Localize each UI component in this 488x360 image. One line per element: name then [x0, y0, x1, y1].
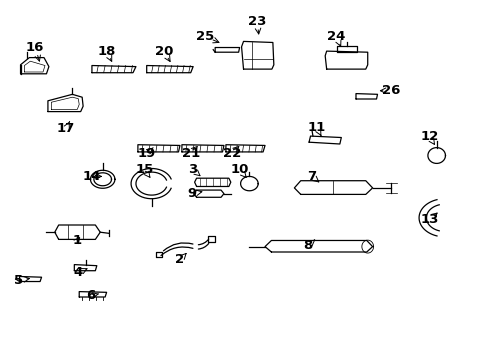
Text: 23: 23 [247, 15, 266, 28]
Text: 25: 25 [196, 30, 214, 43]
Text: 10: 10 [230, 163, 248, 176]
Text: 19: 19 [137, 147, 156, 159]
Text: 22: 22 [222, 147, 241, 159]
Text: 4: 4 [74, 266, 82, 279]
Text: 2: 2 [175, 253, 184, 266]
Text: 9: 9 [187, 187, 196, 200]
Text: 5: 5 [14, 274, 23, 287]
Text: 12: 12 [419, 130, 438, 143]
Text: 3: 3 [188, 163, 197, 176]
Text: 24: 24 [326, 30, 345, 43]
Text: 8: 8 [303, 239, 312, 252]
Text: 20: 20 [154, 45, 173, 58]
Text: 26: 26 [381, 84, 400, 97]
Text: 17: 17 [57, 122, 75, 135]
Text: 18: 18 [97, 45, 116, 58]
Text: 15: 15 [135, 163, 153, 176]
Text: 6: 6 [86, 289, 95, 302]
Text: 13: 13 [419, 213, 438, 226]
Text: 1: 1 [73, 234, 81, 247]
Text: 7: 7 [307, 170, 316, 183]
Text: 21: 21 [181, 147, 200, 159]
Text: 11: 11 [307, 121, 325, 134]
Text: 14: 14 [82, 170, 101, 183]
Text: 16: 16 [26, 41, 44, 54]
